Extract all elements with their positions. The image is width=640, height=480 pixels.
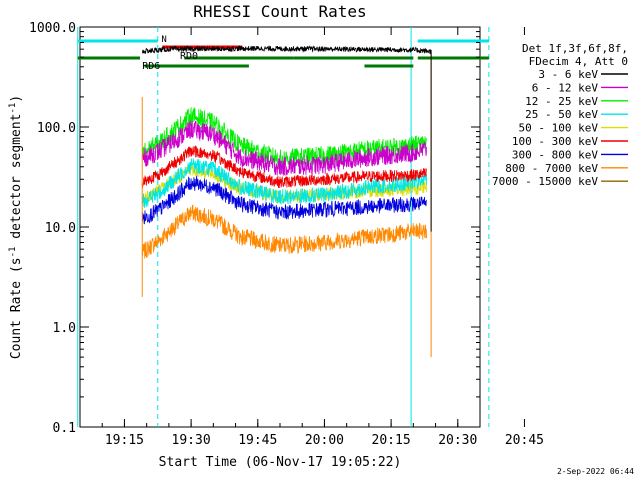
y-axis-label-main: Count Rate (s	[9, 257, 24, 359]
x-axis-label: Start Time (06-Nov-17 19:05:22)	[159, 455, 402, 470]
x-tick-label-5: 20:30	[438, 433, 477, 448]
axes-layer: 19:15 19:30 19:45 20:00 20:15 20:30 20:45 0.1 1.…	[29, 21, 544, 448]
series-line-2	[141, 107, 427, 168]
time-interval-overlays: N RD0 RD6	[77, 27, 490, 427]
legend-header-1: FDecim 4, Att 0	[529, 55, 628, 68]
chart-title: RHESSI Count Rates	[193, 2, 366, 21]
x-tick-label-1: 19:30	[172, 433, 211, 448]
legend-header-0: Det 1f,3f,6f,8f,	[522, 42, 628, 55]
y-axis-label-sup2: -1	[8, 103, 18, 114]
attenuator-label: N	[161, 35, 166, 45]
legend-label-1: 6 - 12 keV	[532, 81, 599, 94]
legend-label-2: 12 - 25 keV	[525, 95, 598, 108]
y-axis-label-tail: detector segment	[9, 114, 24, 247]
y-tick-label-0: 0.1	[53, 421, 76, 436]
series-layer	[141, 44, 432, 358]
legend-label-5: 100 - 300 keV	[512, 135, 598, 148]
x-tick-label-2: 19:45	[238, 433, 277, 448]
y-tick-label-3: 100.0	[37, 121, 76, 136]
series-line-7	[141, 204, 427, 259]
rd0-label: RD0	[180, 51, 198, 62]
legend-label-4: 50 - 100 keV	[519, 122, 599, 135]
series-line-3	[141, 158, 427, 209]
series-line-5	[141, 145, 427, 189]
rd6-label: RD6	[142, 61, 160, 72]
footer-date-stamp: 2-Sep-2022 06:44	[556, 467, 634, 476]
series-line-0	[142, 44, 432, 55]
series-line-6	[141, 175, 427, 225]
legend-label-7: 800 - 7000 keV	[505, 162, 598, 175]
series-line-1	[141, 120, 427, 176]
legend-label-0: 3 - 6 keV	[538, 68, 598, 81]
x-tick-label-6: 20:45	[505, 433, 544, 448]
y-axis-label: Count Rate (s-1 detector segment-1)	[8, 95, 24, 359]
x-tick-label-0: 19:15	[105, 433, 144, 448]
legend: Det 1f,3f,6f,8f,FDecim 4, Att 03 - 6 keV…	[492, 42, 628, 188]
y-tick-label-1: 1.0	[53, 321, 76, 336]
y-axis-label-close: )	[9, 95, 24, 103]
legend-label-3: 25 - 50 keV	[525, 108, 598, 121]
legend-label-6: 300 - 800 keV	[512, 148, 598, 161]
y-tick-label-4: 1000.0	[29, 21, 76, 36]
legend-label-8: 7000 - 15000 keV	[492, 175, 598, 188]
y-axis-label-sup: -1	[8, 247, 18, 258]
x-tick-label-3: 20:00	[305, 433, 344, 448]
y-tick-label-2: 10.0	[45, 221, 76, 236]
x-tick-label-4: 20:15	[372, 433, 411, 448]
